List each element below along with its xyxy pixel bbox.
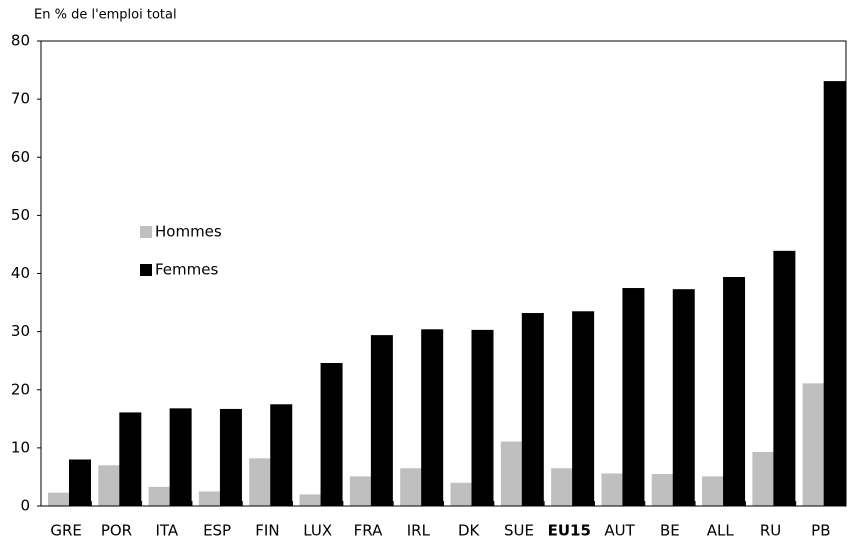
bar xyxy=(773,250,796,506)
bar xyxy=(601,473,624,506)
x-tick-label: SUE xyxy=(504,522,534,540)
bar xyxy=(723,276,746,506)
x-tick-label: RU xyxy=(760,522,781,540)
bar xyxy=(400,468,423,506)
bar xyxy=(119,412,142,506)
bar xyxy=(299,494,322,506)
y-tick-label: 20 xyxy=(11,380,30,398)
bar xyxy=(69,459,91,506)
plot-frame xyxy=(40,40,847,507)
x-tick-label: ESP xyxy=(203,522,231,540)
legend-label: Femmes xyxy=(155,261,218,279)
y-tick-label: 0 xyxy=(20,497,30,515)
bar xyxy=(752,451,775,506)
bar xyxy=(270,404,293,506)
y-tick-label: 40 xyxy=(11,264,30,282)
x-tick-label: PB xyxy=(811,522,830,540)
bar xyxy=(219,408,242,506)
x-tick-label: IRL xyxy=(407,522,431,540)
bar xyxy=(48,492,70,506)
x-tick-label: DK xyxy=(458,522,481,540)
y-tick-label: 10 xyxy=(11,438,30,456)
y-tick-label: 60 xyxy=(11,148,30,166)
y-tick-label: 80 xyxy=(11,32,30,50)
x-tick-label: AUT xyxy=(604,522,635,540)
bar xyxy=(823,81,846,506)
x-tick-label: POR xyxy=(101,522,132,540)
bar xyxy=(702,476,725,506)
bar xyxy=(622,288,645,506)
y-axis-label: En % de l'emploi total xyxy=(34,8,177,23)
bar xyxy=(169,408,192,506)
bar xyxy=(249,458,272,506)
x-tick-label: ALL xyxy=(707,522,735,540)
bar xyxy=(421,329,444,506)
bar xyxy=(349,476,372,506)
x-tick-label: FIN xyxy=(255,522,279,540)
legend-swatch xyxy=(140,226,152,238)
x-tick-label: EU15 xyxy=(548,522,591,540)
bar xyxy=(521,313,544,506)
bar xyxy=(672,289,695,506)
bar xyxy=(651,474,674,506)
bar xyxy=(198,491,221,506)
x-tick-label: ITA xyxy=(155,522,178,540)
bar xyxy=(500,441,523,506)
x-tick-label: FRA xyxy=(354,522,383,540)
bar xyxy=(148,486,171,506)
bar xyxy=(98,465,121,506)
y-tick-label: 70 xyxy=(11,90,30,108)
x-tick-label: GRE xyxy=(50,522,82,540)
bar xyxy=(551,468,574,506)
x-tick-label: LUX xyxy=(303,522,332,540)
bar xyxy=(572,311,595,506)
y-tick-label: 50 xyxy=(11,206,30,224)
bar xyxy=(471,329,494,506)
bar xyxy=(370,335,393,506)
bar xyxy=(802,383,825,506)
bar xyxy=(450,482,473,506)
legend-swatch xyxy=(140,264,152,276)
legend-label: Hommes xyxy=(155,223,222,241)
y-tick-label: 30 xyxy=(11,322,30,340)
bar xyxy=(320,363,343,506)
x-tick-label: BE xyxy=(660,522,680,540)
